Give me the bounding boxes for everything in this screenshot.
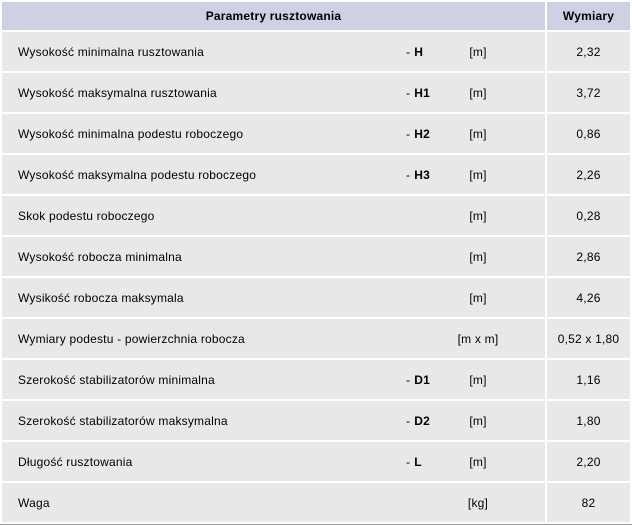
parameter-cell: Szerokość stabilizatorów minimalna - D1 … xyxy=(2,360,545,399)
table-row: Wysokość robocza minimalna [m] 2,86 xyxy=(2,237,630,276)
symbol-dash: - xyxy=(406,44,411,59)
table-row: Wysikość robocza maksymala [m] 4,26 xyxy=(2,278,630,317)
parameter-symbol: - D2 xyxy=(406,414,438,428)
symbol-dash: - xyxy=(406,372,411,387)
symbol-letter: H3 xyxy=(414,167,430,182)
parameter-value: 2,32 xyxy=(547,32,630,71)
table-row: Wysokość maksymalna podestu roboczego - … xyxy=(2,155,630,194)
parameter-unit: [m] xyxy=(469,290,487,305)
parameter-label: Wysokość robocza minimalna xyxy=(18,249,182,264)
parameter-value: 0,86 xyxy=(547,114,630,153)
parameter-unit: [m] xyxy=(469,413,487,428)
parameter-value: 1,80 xyxy=(547,401,630,440)
symbol-dash: - xyxy=(406,454,411,469)
symbol-letter: L xyxy=(414,454,422,469)
table-row: Wysokość maksymalna rusztowania - H1 [m]… xyxy=(2,73,630,112)
dimensions-column-header: Wymiary xyxy=(547,2,630,30)
parameter-symbol: - L xyxy=(406,455,438,469)
parameter-label: Długość rusztowania xyxy=(18,454,133,469)
parameter-unit: [m x m] xyxy=(457,331,499,346)
table-header-row: Parametry rusztowania Wymiary xyxy=(2,2,630,30)
parameter-unit: [m] xyxy=(469,167,487,182)
parameter-cell: Wymiary podestu - powierzchnia robocza [… xyxy=(2,319,545,358)
parameter-symbol: - H2 xyxy=(406,127,438,141)
table-row: Wysokość minimalna podestu roboczego - H… xyxy=(2,114,630,153)
parameter-cell: Wysokość minimalna podestu roboczego - H… xyxy=(2,114,545,153)
parameter-value: 3,72 xyxy=(547,73,630,112)
parameter-cell: Wysokość robocza minimalna [m] xyxy=(2,237,545,276)
table-row: Waga [kg] 82 xyxy=(2,483,630,522)
parameter-value: 82 xyxy=(547,483,630,522)
parameter-label: Wysokość minimalna rusztowania xyxy=(18,44,204,59)
parameter-cell: Waga [kg] xyxy=(2,483,545,522)
parameter-symbol: - D1 xyxy=(406,373,438,387)
symbol-letter: H xyxy=(414,44,424,59)
parameter-cell: Długość rusztowania - L [m] xyxy=(2,442,545,481)
table-body: Wysokość minimalna rusztowania - H [m] 2… xyxy=(2,32,630,522)
table-row: Długość rusztowania - L [m] 2,20 xyxy=(2,442,630,481)
symbol-letter: H2 xyxy=(414,126,430,141)
parameter-label: Wysikość robocza maksymala xyxy=(18,290,184,305)
table-row: Szerokość stabilizatorów minimalna - D1 … xyxy=(2,360,630,399)
table-row: Skok podestu roboczego [m] 0,28 xyxy=(2,196,630,235)
parameter-value: 4,26 xyxy=(547,278,630,317)
parameter-value: 0,28 xyxy=(547,196,630,235)
symbol-letter: H1 xyxy=(414,85,430,100)
parameter-unit: [m] xyxy=(469,372,487,387)
symbol-dash: - xyxy=(406,126,411,141)
parameters-column-header: Parametry rusztowania xyxy=(2,2,545,30)
parameter-value: 2,26 xyxy=(547,155,630,194)
symbol-dash: - xyxy=(406,413,411,428)
parameter-cell: Wysokość maksymalna podestu roboczego - … xyxy=(2,155,545,194)
parameter-unit: [m] xyxy=(469,44,487,59)
parameter-label: Szerokość stabilizatorów minimalna xyxy=(18,372,215,387)
parameter-cell: Szerokość stabilizatorów maksymalna - D2… xyxy=(2,401,545,440)
parameter-label: Skok podestu roboczego xyxy=(18,208,155,223)
parameter-label: Waga xyxy=(18,495,50,510)
table-row: Wymiary podestu - powierzchnia robocza [… xyxy=(2,319,630,358)
symbol-dash: - xyxy=(406,85,411,100)
parameter-label: Wymiary podestu - powierzchnia robocza xyxy=(18,331,245,346)
symbol-letter: D2 xyxy=(414,413,430,428)
parameter-unit: [m] xyxy=(469,249,487,264)
table-row: Szerokość stabilizatorów maksymalna - D2… xyxy=(2,401,630,440)
parameter-label: Wysokość maksymalna podestu roboczego xyxy=(18,167,257,182)
parameter-value: 1,16 xyxy=(547,360,630,399)
symbol-dash: - xyxy=(406,167,411,182)
parameter-cell: Wysokość minimalna rusztowania - H [m] xyxy=(2,32,545,71)
parameter-cell: Wysokość maksymalna rusztowania - H1 [m] xyxy=(2,73,545,112)
parameter-symbol: - H xyxy=(406,45,438,59)
parameter-value: 2,86 xyxy=(547,237,630,276)
symbol-letter: D1 xyxy=(414,372,430,387)
parameter-unit: [m] xyxy=(469,126,487,141)
table-row: Wysokość minimalna rusztowania - H [m] 2… xyxy=(2,32,630,71)
parameter-value: 2,20 xyxy=(547,442,630,481)
parameter-unit: [m] xyxy=(469,454,487,469)
parameter-cell: Wysikość robocza maksymala [m] xyxy=(2,278,545,317)
parameter-cell: Skok podestu roboczego [m] xyxy=(2,196,545,235)
parameter-label: Szerokość stabilizatorów maksymalna xyxy=(18,413,228,428)
parameter-label: Wysokość maksymalna rusztowania xyxy=(18,85,217,100)
parameter-unit: [kg] xyxy=(467,495,489,510)
parameter-value: 0,52 x 1,80 xyxy=(547,319,630,358)
parameter-symbol: - H3 xyxy=(406,168,438,182)
parameter-label: Wysokość minimalna podestu roboczego xyxy=(18,126,244,141)
parameter-unit: [m] xyxy=(469,85,487,100)
parameter-symbol: - H1 xyxy=(406,86,438,100)
parameter-unit: [m] xyxy=(469,208,487,223)
